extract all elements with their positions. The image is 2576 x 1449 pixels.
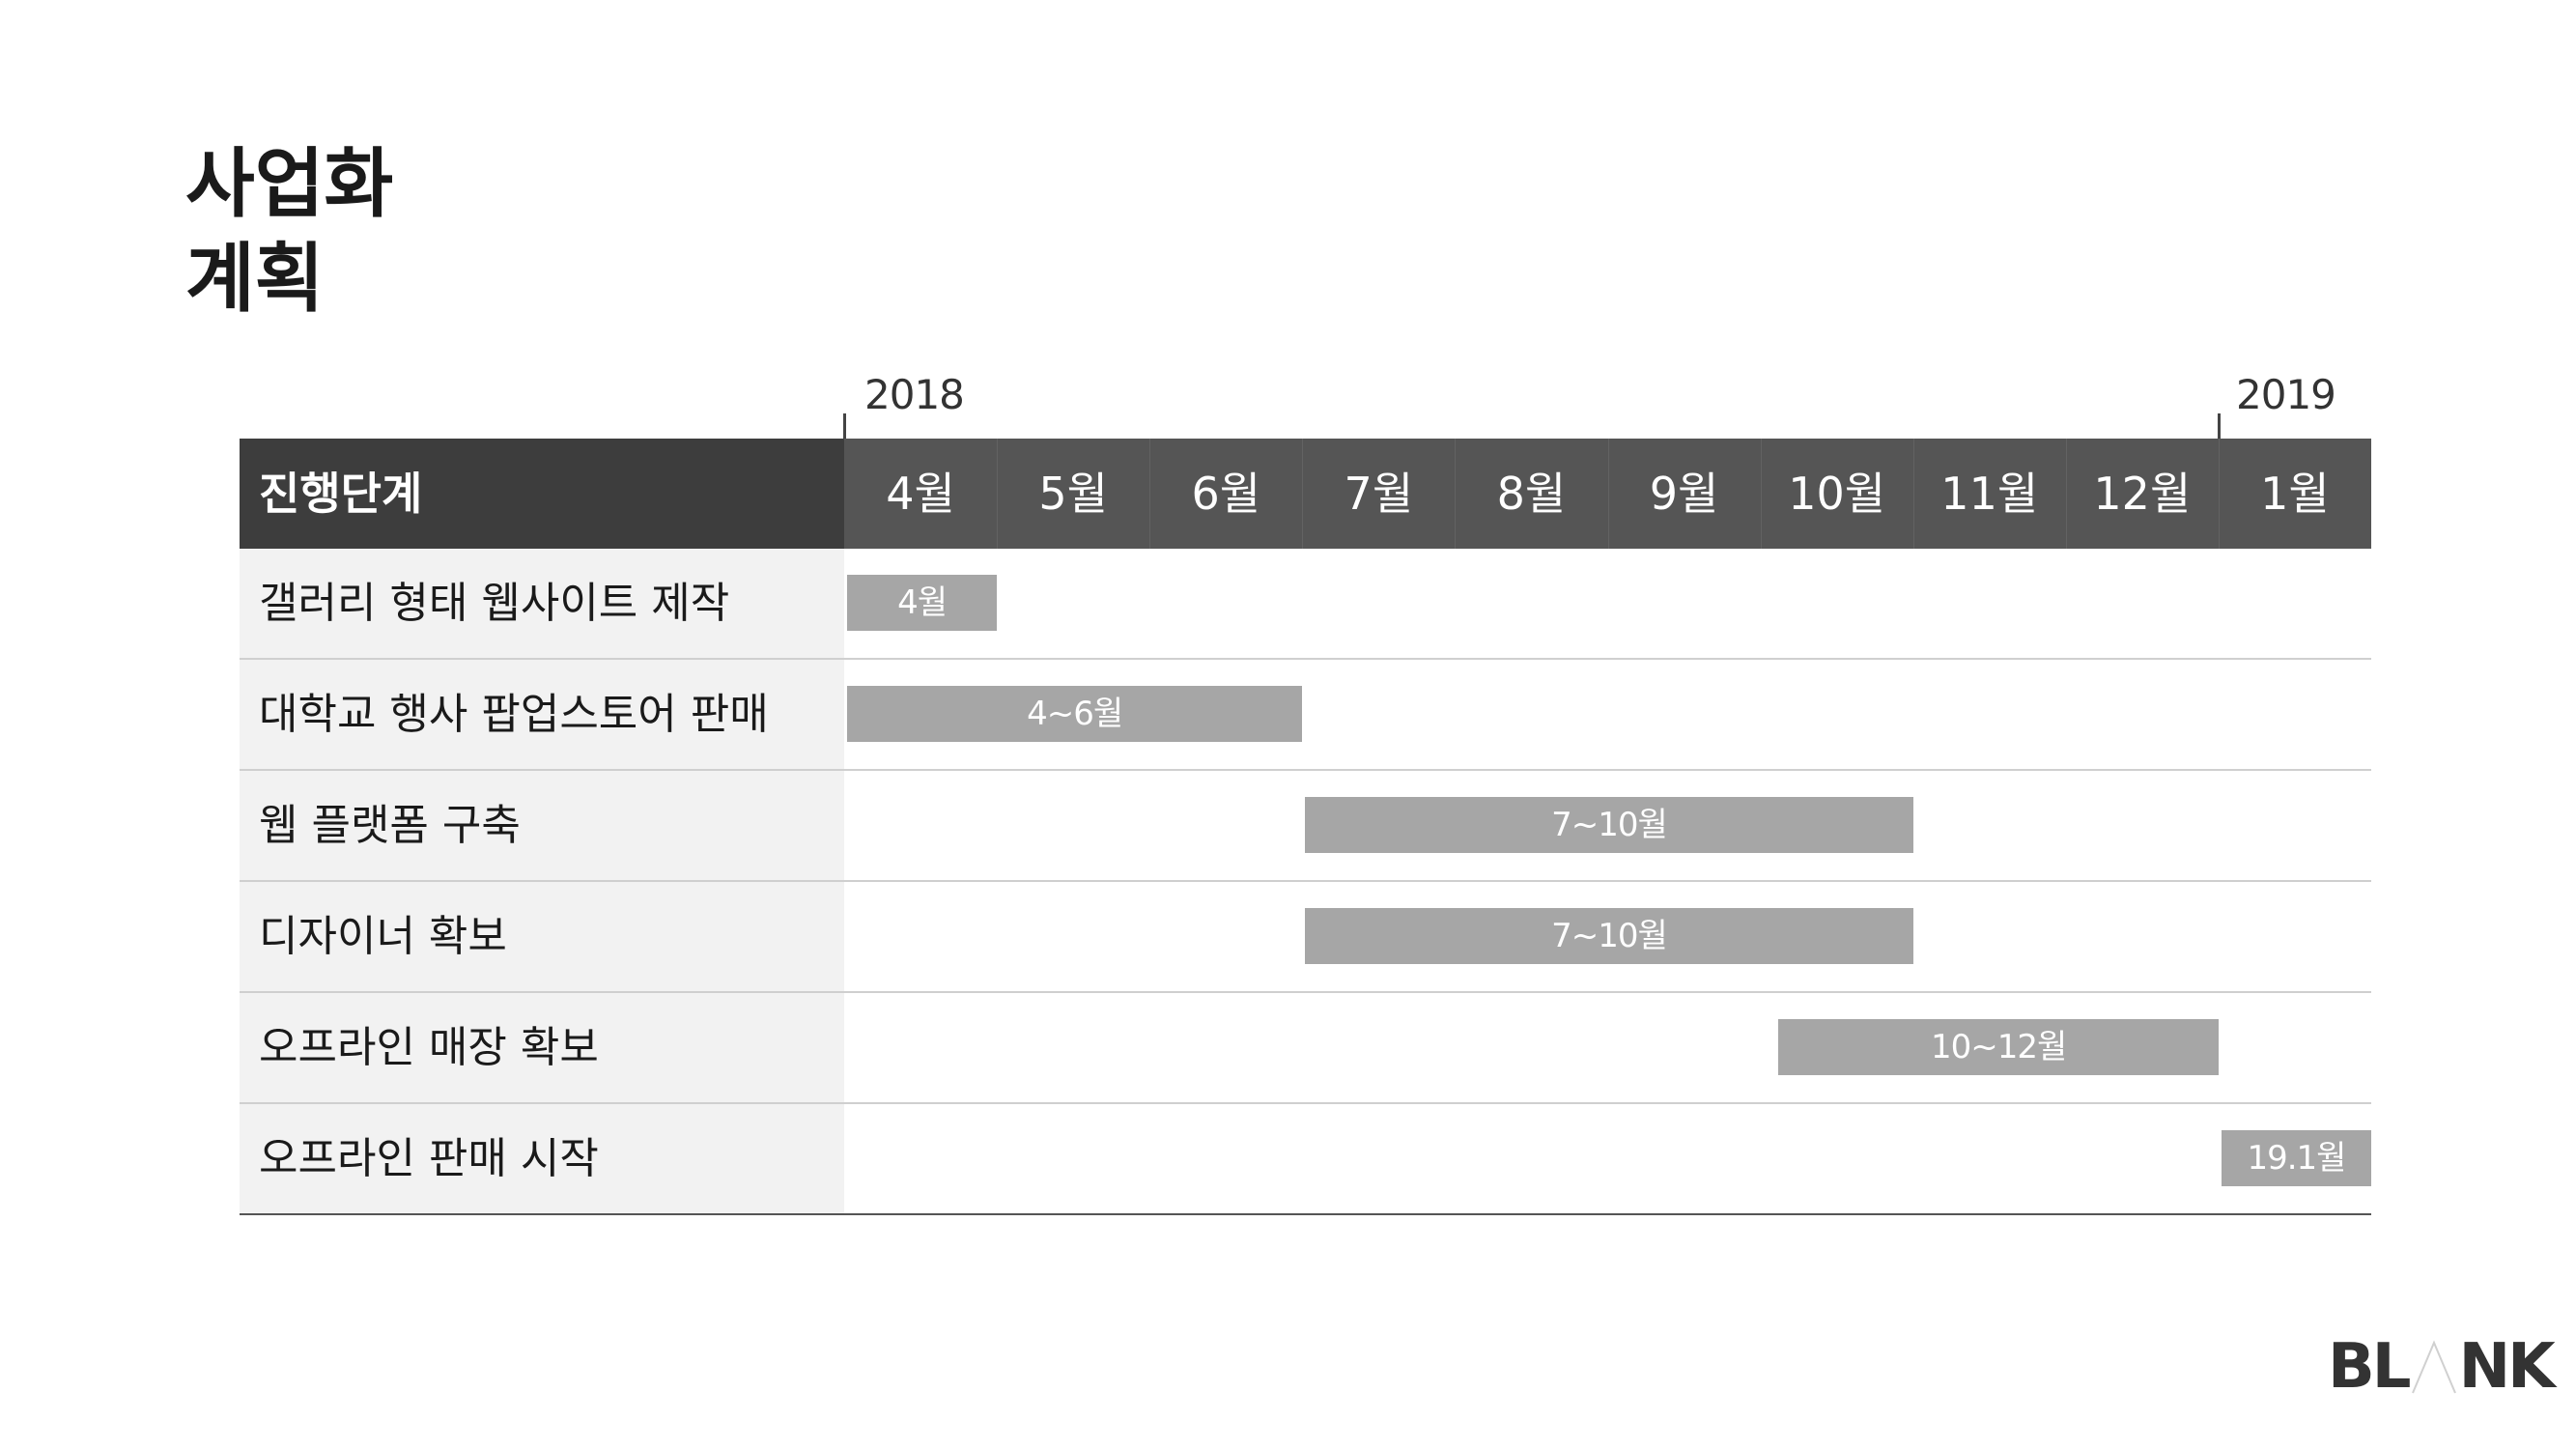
month-header-4: 7월 (1344, 468, 1414, 520)
logo-triangle-icon (2411, 1340, 2456, 1394)
month-separator (1760, 439, 1762, 549)
task-bar: 4~6월 (847, 686, 1303, 742)
month-header-8: 11월 (1940, 468, 2039, 520)
month-header-1: 4월 (886, 468, 955, 520)
task-row: 대학교 행사 팝업스토어 판매 4~6월 (240, 660, 2371, 771)
blank-logo: BL NK (2328, 1331, 2556, 1403)
title-line-2: 계획 (185, 236, 325, 323)
task-name: 갤러리 형태 웹사이트 제작 (240, 549, 844, 658)
month-separator (1302, 439, 1304, 549)
task-row: 디자이너 확보 7~10월 (240, 882, 2371, 993)
task-name: 오프라인 판매 시작 (240, 1104, 844, 1213)
task-name: 대학교 행사 팝업스토어 판매 (240, 660, 844, 769)
month-header-6: 9월 (1649, 468, 1719, 520)
task-row: 갤러리 형태 웹사이트 제작 4월 (240, 549, 2371, 660)
month-header-7: 10월 (1788, 468, 1886, 520)
task-bar: 7~10월 (1305, 797, 1913, 853)
task-bar: 19.1월 (2221, 1130, 2371, 1186)
year-marker-2018: 2018 (864, 371, 965, 418)
month-separator (2065, 439, 2067, 549)
title-line-1: 사업화 (185, 141, 394, 228)
month-separator (2218, 439, 2220, 549)
logo-text-left: BL (2328, 1331, 2412, 1403)
gantt-header: 진행단계 4월 5월 6월 7월 8월 9월 10월 11월 12월 1월 (240, 439, 2371, 549)
month-separator (1149, 439, 1151, 549)
logo-text-right: NK (2458, 1331, 2556, 1403)
month-header-9: 12월 (2093, 468, 2192, 520)
page-title: 사업화 계획 (185, 137, 393, 327)
task-name: 오프라인 매장 확보 (240, 993, 844, 1102)
month-separator (1455, 439, 1457, 549)
task-name: 디자이너 확보 (240, 882, 844, 991)
task-name: 웹 플랫폼 구축 (240, 771, 844, 880)
year-marker-2019: 2019 (2236, 371, 2336, 418)
task-row: 웹 플랫폼 구축 7~10월 (240, 771, 2371, 882)
year-tick-2019 (2218, 413, 2221, 439)
task-bar: 7~10월 (1305, 908, 1913, 964)
task-row: 오프라인 매장 확보 10~12월 (240, 993, 2371, 1104)
stage-header: 진행단계 (240, 439, 844, 549)
task-row: 오프라인 판매 시작 19.1월 (240, 1104, 2371, 1215)
month-header-5: 8월 (1496, 468, 1567, 520)
task-bar: 4월 (847, 575, 998, 631)
month-separator (1912, 439, 1914, 549)
year-tick-2018 (843, 413, 846, 439)
month-separator (997, 439, 999, 549)
month-header-2: 5월 (1038, 468, 1108, 520)
month-header-3: 6월 (1191, 468, 1261, 520)
month-separator (1607, 439, 1609, 549)
month-header-10: 1월 (2260, 468, 2330, 520)
task-bar: 10~12월 (1778, 1019, 2219, 1075)
